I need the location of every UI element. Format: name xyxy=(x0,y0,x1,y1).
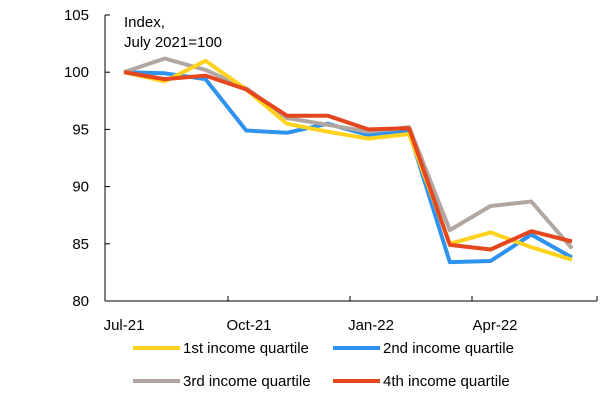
legend-label-2: 2nd income quartile xyxy=(383,340,514,357)
y-tick-label: 95 xyxy=(72,121,89,138)
y-tick-label: 100 xyxy=(64,64,89,81)
x-tick-label: Jan-22 xyxy=(348,317,394,334)
series-layer xyxy=(123,56,574,265)
y-tick-label: 90 xyxy=(72,179,89,196)
series-line-4 xyxy=(123,70,573,252)
x-tick-label: Apr-22 xyxy=(472,317,517,334)
annotation-line-1: Index, xyxy=(124,14,165,31)
y-tick-label: 105 xyxy=(64,7,89,24)
series-line-2 xyxy=(123,70,573,265)
x-tick-label: Jul-21 xyxy=(104,317,145,334)
y-tick-label: 80 xyxy=(72,293,89,310)
annotation-line-2: July 2021=100 xyxy=(124,34,222,51)
legend-label-4: 4th income quartile xyxy=(383,373,510,390)
y-axis: 80 85 90 95 100 105 xyxy=(64,7,110,310)
series-line-1 xyxy=(123,58,573,262)
legend-label-1: 1st income quartile xyxy=(183,340,309,357)
series-line-3 xyxy=(123,56,574,250)
x-axis: Jul-21 Oct-21 Jan-22 Apr-22 xyxy=(104,296,598,334)
legend-label-3: 3rd income quartile xyxy=(183,373,311,390)
legend: 1st income quartile 2nd income quartile 3r… xyxy=(133,340,514,390)
x-tick-label: Oct-21 xyxy=(226,317,271,334)
y-tick-label: 85 xyxy=(72,236,89,253)
